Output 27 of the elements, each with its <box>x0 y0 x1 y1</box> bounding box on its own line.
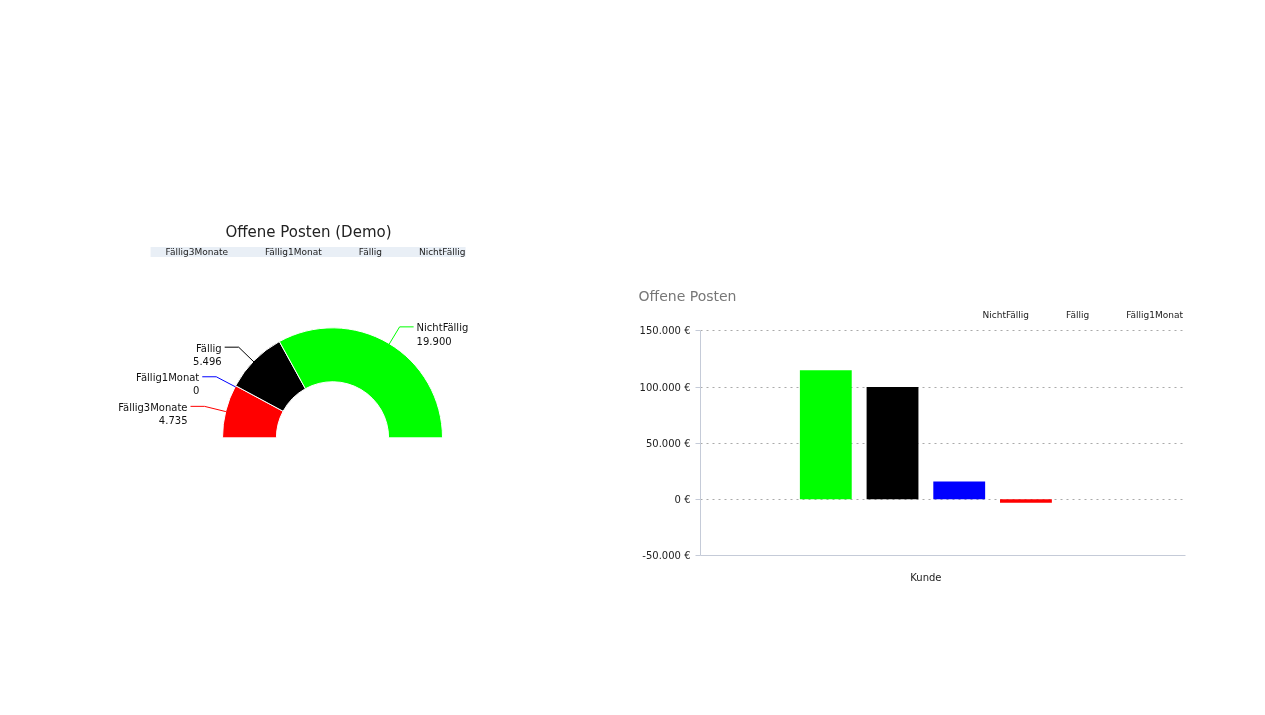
chart-title: Offene Posten <box>638 287 737 304</box>
text: Fällig1Monat <box>1126 310 1183 320</box>
y-tick-label: 50.000 € <box>645 437 691 449</box>
data-label: 5.496 <box>193 355 222 367</box>
text: 0 <box>192 385 200 397</box>
text: Fällig <box>1066 310 1090 320</box>
data-label: 4.735 <box>158 415 188 427</box>
bar <box>933 481 986 500</box>
y-tick-label: 150.000 € <box>639 325 691 337</box>
slice-label: NichtFällig <box>416 322 469 334</box>
x-tick-label: Kunde <box>910 571 942 583</box>
chart-title: Offene Posten (Demo) <box>225 222 392 241</box>
slice-label: NichtFällig <box>418 247 466 257</box>
text: NichtFällig <box>982 310 1030 320</box>
bar <box>866 387 919 500</box>
bar <box>1000 499 1052 503</box>
legend-label: Fällig1Monat <box>136 372 200 384</box>
bar <box>799 370 852 500</box>
y-tick-label: 100.000 € <box>639 381 691 393</box>
y-tick-label: -50.000 € <box>642 550 691 561</box>
category-label: Fällig3Monate <box>165 247 228 257</box>
data-label: 19.900 <box>416 335 452 347</box>
slice-label: Fällig <box>196 342 222 354</box>
category-label: Fällig <box>358 247 382 257</box>
category-label: Fällig1Monat <box>264 247 322 257</box>
slice-label: Fällig3Monate <box>118 401 188 413</box>
y-tick-label: 0 € <box>674 493 691 505</box>
